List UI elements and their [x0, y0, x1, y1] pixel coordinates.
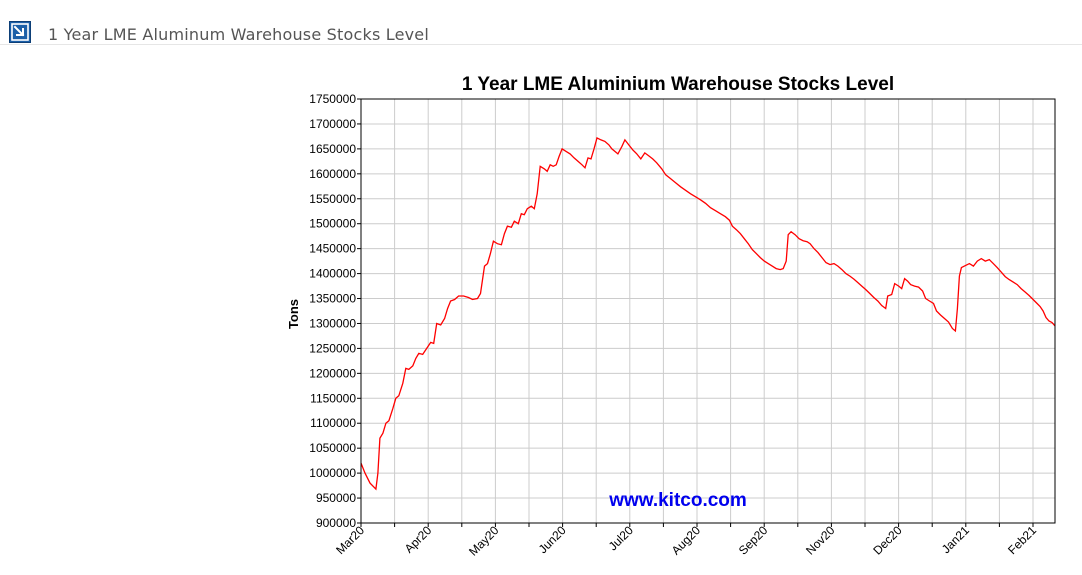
x-tick-label: Jan21	[939, 523, 972, 556]
y-axis-ticks: 900000 950000 1000000 1050000 1100000 1150000…	[309, 92, 361, 530]
x-tick-label: Sep20	[736, 523, 771, 558]
y-tick-label: 1600000	[309, 167, 356, 181]
x-tick-label: Feb21	[1005, 523, 1039, 557]
y-axis-label: Tons	[286, 299, 301, 329]
y-tick-label: 1500000	[309, 217, 356, 231]
y-tick-label: 1750000	[309, 92, 356, 106]
x-tick-label: May20	[466, 523, 502, 559]
y-tick-label: 1150000	[310, 391, 356, 405]
y-tick-label: 1450000	[309, 242, 356, 256]
x-tick-label: Aug20	[669, 523, 704, 558]
x-tick-label: Nov20	[803, 523, 838, 558]
y-tick-label: 1350000	[309, 292, 356, 306]
y-tick-label: 1000000	[309, 466, 356, 480]
y-tick-label: 1400000	[309, 267, 356, 281]
y-tick-label: 1650000	[309, 142, 356, 156]
plot-frame	[360, 98, 1056, 524]
y-tick-label: 1300000	[309, 316, 356, 330]
y-tick-label: 950000	[316, 491, 356, 505]
chart-grid	[360, 98, 1055, 524]
watermark: www.kitco.com	[608, 490, 747, 511]
y-tick-label: 1550000	[309, 192, 356, 206]
chart-title: 1 Year LME Aluminium Warehouse Stocks Le…	[462, 74, 894, 95]
y-tick-label: 1250000	[309, 341, 356, 355]
collapse-arrow-icon[interactable]	[9, 21, 31, 43]
x-tick-label: Apr20	[402, 523, 435, 556]
y-tick-label: 900000	[316, 516, 356, 530]
x-tick-label: Jul20	[606, 523, 636, 553]
y-tick-label: 1200000	[309, 366, 356, 380]
panel-header: 1 Year LME Aluminum Warehouse Stocks Lev…	[0, 0, 1082, 45]
x-axis-ticks: Mar20 Apr20 May20 Jun20 Jul20 Aug20 Sep20 Nov20…	[333, 523, 1039, 559]
panel-title: 1 Year LME Aluminum Warehouse Stocks Lev…	[48, 25, 430, 44]
x-tick-label: Dec20	[870, 523, 905, 558]
y-tick-label: 1700000	[309, 117, 356, 131]
y-tick-label: 1050000	[309, 441, 356, 455]
y-tick-label: 1100000	[310, 416, 356, 430]
x-tick-label: Jun20	[536, 523, 569, 556]
series-line	[360, 136, 1056, 491]
